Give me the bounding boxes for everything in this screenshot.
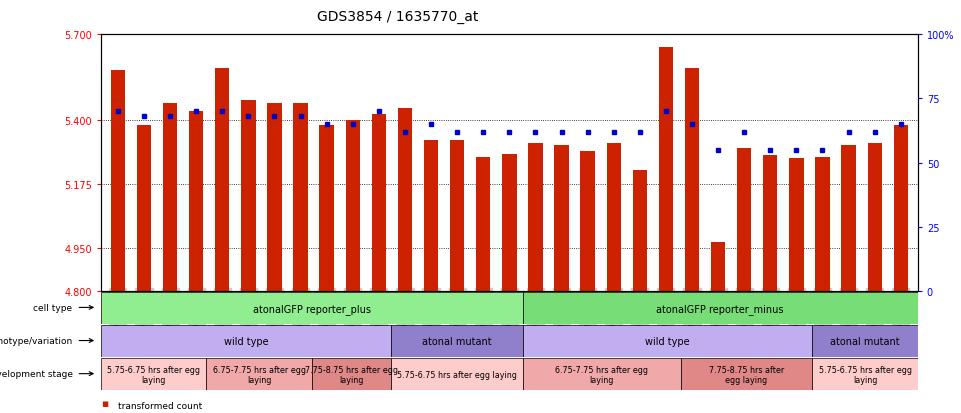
Bar xyxy=(215,69,230,291)
Bar xyxy=(842,146,856,291)
Bar xyxy=(812,358,918,390)
Bar xyxy=(868,143,882,291)
Bar xyxy=(789,159,803,291)
Bar xyxy=(685,69,700,291)
Bar xyxy=(391,358,523,390)
Bar xyxy=(189,112,204,291)
Bar xyxy=(424,140,438,291)
Bar xyxy=(476,157,490,291)
Bar xyxy=(346,121,360,291)
Bar xyxy=(241,100,256,291)
Bar xyxy=(523,358,680,390)
Text: 5.75-6.75 hrs after egg
laying: 5.75-6.75 hrs after egg laying xyxy=(107,365,200,384)
Bar xyxy=(658,48,673,291)
Bar xyxy=(632,170,647,291)
Text: 6.75-7.75 hrs after egg
laying: 6.75-7.75 hrs after egg laying xyxy=(212,365,306,384)
Bar xyxy=(293,103,308,291)
Bar xyxy=(503,154,516,291)
Bar xyxy=(606,143,621,291)
Text: atonalGFP reporter_minus: atonalGFP reporter_minus xyxy=(656,303,784,314)
Bar xyxy=(267,103,282,291)
Text: 7.75-8.75 hrs after
egg laying: 7.75-8.75 hrs after egg laying xyxy=(709,365,784,384)
Bar xyxy=(763,156,777,291)
Bar xyxy=(391,325,523,357)
Bar xyxy=(311,358,391,390)
Bar xyxy=(711,243,726,291)
Bar xyxy=(398,109,412,291)
Bar xyxy=(450,140,464,291)
Bar xyxy=(737,149,752,291)
Bar xyxy=(580,152,595,291)
Bar xyxy=(815,157,829,291)
Bar xyxy=(101,325,391,357)
Bar xyxy=(680,358,812,390)
Bar xyxy=(523,325,812,357)
Bar xyxy=(319,126,333,291)
Bar xyxy=(136,126,151,291)
Text: ◾: ◾ xyxy=(101,398,108,408)
Text: transformed count: transformed count xyxy=(118,401,203,410)
Text: genotype/variation: genotype/variation xyxy=(0,336,73,345)
Bar xyxy=(101,292,523,324)
Bar xyxy=(207,358,311,390)
Text: cell type: cell type xyxy=(34,303,73,312)
Bar xyxy=(523,292,918,324)
Bar xyxy=(162,103,177,291)
Text: development stage: development stage xyxy=(0,369,73,378)
Text: ◾: ◾ xyxy=(101,411,108,413)
Text: atonalGFP reporter_plus: atonalGFP reporter_plus xyxy=(253,303,371,314)
Text: atonal mutant: atonal mutant xyxy=(422,336,491,347)
Text: 5.75-6.75 hrs after egg laying: 5.75-6.75 hrs after egg laying xyxy=(397,370,517,379)
Text: wild type: wild type xyxy=(645,336,690,347)
Text: 6.75-7.75 hrs after egg
laying: 6.75-7.75 hrs after egg laying xyxy=(555,365,648,384)
Bar xyxy=(554,146,569,291)
Bar xyxy=(894,126,908,291)
Bar xyxy=(812,325,918,357)
Text: atonal mutant: atonal mutant xyxy=(830,336,899,347)
Text: GDS3854 / 1635770_at: GDS3854 / 1635770_at xyxy=(317,10,479,24)
Bar xyxy=(111,71,125,291)
Text: 5.75-6.75 hrs after egg
laying: 5.75-6.75 hrs after egg laying xyxy=(819,365,912,384)
Text: wild type: wild type xyxy=(224,336,268,347)
Text: 7.75-8.75 hrs after egg
laying: 7.75-8.75 hrs after egg laying xyxy=(305,365,398,384)
Bar xyxy=(372,115,386,291)
Bar xyxy=(101,358,207,390)
Bar xyxy=(529,143,543,291)
